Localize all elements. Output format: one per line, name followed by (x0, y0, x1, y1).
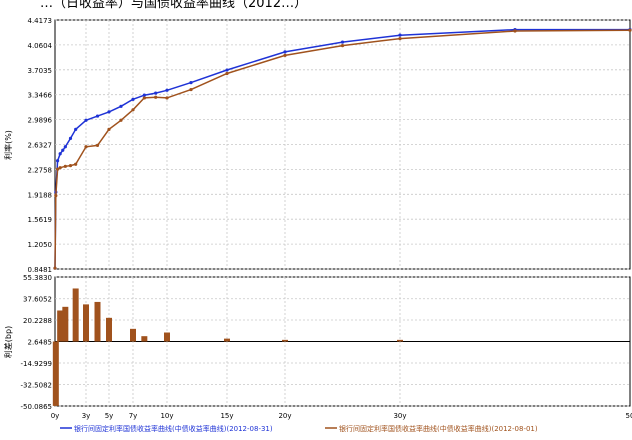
series-point-2 (107, 127, 111, 131)
series-point-2 (154, 95, 158, 99)
series-point-2 (95, 143, 100, 147)
series-point-1 (107, 110, 111, 114)
series-point-2 (68, 164, 73, 168)
upper-y-axis-label: 利率(%) (3, 130, 13, 160)
series-point-2 (340, 44, 345, 48)
title-fragment: …（日收益率）与国债收益率曲线（2012…） (40, 0, 307, 11)
spread-bar (106, 317, 112, 342)
series-point-1 (74, 127, 78, 131)
x-ticks: 0y 3y 5y 7y 10y 15y 20y 30y 50 (51, 412, 632, 420)
series-point-1 (63, 145, 67, 149)
spread-bar (224, 338, 230, 342)
lower-y-tick-label: -32.5082 (21, 381, 52, 389)
series-lines (53, 27, 632, 270)
lower-y-tick-label: 2.6485 (28, 338, 53, 346)
spread-bar (130, 328, 136, 342)
legend: 银行间固定利率国债收益率曲线(中债收益率曲线)(2012-08-31) 银行间固… (60, 424, 538, 433)
series-point-2 (189, 87, 193, 92)
x-tick-label: 5y (105, 412, 114, 420)
upper-y-tick-label: 1.9188 (28, 191, 53, 199)
series-point-1 (283, 50, 287, 54)
upper-y-tick-label: 1.2050 (28, 241, 53, 249)
series-point-2 (283, 53, 287, 57)
upper-grid (55, 19, 630, 270)
spread-bar (52, 341, 59, 406)
series-point-2 (628, 28, 632, 32)
series-point-1 (131, 97, 135, 101)
lower-y-tick-label: 55.3830 (23, 274, 52, 282)
series-point-1 (154, 91, 158, 95)
lower-y-tick-label: -50.0865 (21, 403, 52, 411)
series-point-1 (95, 114, 100, 118)
series-point-2 (84, 145, 88, 149)
series-point-1 (58, 152, 62, 156)
series-point-1 (165, 88, 169, 92)
series-point-1 (398, 33, 402, 37)
upper-y-tick-label: 4.4173 (28, 17, 53, 25)
spread-bar (397, 339, 403, 342)
x-tick-label: 30y (393, 412, 406, 420)
spread-bar (62, 306, 69, 342)
series-point-2 (63, 164, 67, 168)
upper-y-tick-label: 2.6327 (28, 142, 53, 150)
spread-bar (164, 332, 170, 342)
spread-bar (83, 304, 89, 342)
series-point-2 (119, 118, 123, 122)
series-point-2 (58, 166, 62, 170)
lower-y-tick-label: -14.9299 (21, 360, 52, 368)
series-point-1 (225, 68, 229, 72)
series-line-2 (54, 29, 631, 269)
series-point-2 (131, 108, 135, 112)
series-point-2 (398, 37, 402, 41)
x-tick-label: 20y (278, 412, 291, 420)
x-tick-label: 3y (82, 412, 91, 420)
upper-y-tick-label: 0.8481 (28, 266, 53, 274)
x-tick-label: 0y (51, 412, 60, 420)
legend-label-2: 银行间固定利率国债收益率曲线(中债收益率曲线)(2012-08-01) (339, 424, 538, 433)
x-tick-label: 15y (220, 412, 233, 420)
lower-y-tick-label: 20.2288 (23, 317, 52, 325)
series-point-2 (225, 71, 229, 76)
series-point-1 (340, 40, 345, 44)
upper-y-tick-label: 4.0604 (28, 42, 53, 50)
series-point-2 (513, 29, 517, 33)
series-point-1 (61, 148, 65, 152)
lower-y-ticks: 55.3830 37.6052 20.2288 2.6485 -14.9299 -32.5… (21, 274, 52, 411)
series-point-1 (189, 80, 193, 85)
series-point-1 (119, 104, 123, 108)
series-point-1 (142, 93, 146, 97)
x-tick-label: 50 (626, 412, 632, 420)
series-point-1 (84, 118, 88, 122)
spread-bar (57, 310, 64, 342)
series-point-1 (55, 159, 60, 163)
series-line-1 (54, 28, 630, 269)
lower-y-tick-label: 37.6052 (23, 296, 52, 304)
upper-y-tick-label: 3.7035 (28, 67, 53, 75)
spread-bars (52, 288, 403, 406)
x-tick-label: 10y (160, 412, 173, 420)
x-tick-label: 7y (129, 412, 138, 420)
upper-y-tick-label: 1.5619 (28, 216, 53, 224)
series-point-2 (142, 96, 146, 100)
upper-y-tick-label: 3.3466 (28, 92, 53, 100)
series-point-2 (165, 96, 169, 100)
lower-grid (55, 276, 630, 407)
series-point-2 (54, 194, 58, 198)
spread-bar (141, 336, 148, 342)
lower-y-axis-label: 利差(bp) (3, 326, 13, 358)
upper-y-tick-label: 2.2758 (28, 166, 53, 174)
series-point-2 (55, 167, 60, 171)
legend-label-1: 银行间固定利率国债收益率曲线(中债收益率曲线)(2012-08-31) (74, 424, 273, 433)
series-point-2 (53, 266, 57, 270)
series-point-2 (74, 162, 78, 166)
upper-y-ticks: 4.4173 4.0604 3.7035 3.3466 2.9896 2.6327 2.27… (28, 17, 53, 274)
spread-bar (72, 288, 79, 342)
series-point-1 (68, 136, 73, 141)
upper-y-tick-label: 2.9896 (28, 117, 53, 125)
spread-bar (94, 301, 101, 342)
spread-bar (282, 339, 288, 342)
